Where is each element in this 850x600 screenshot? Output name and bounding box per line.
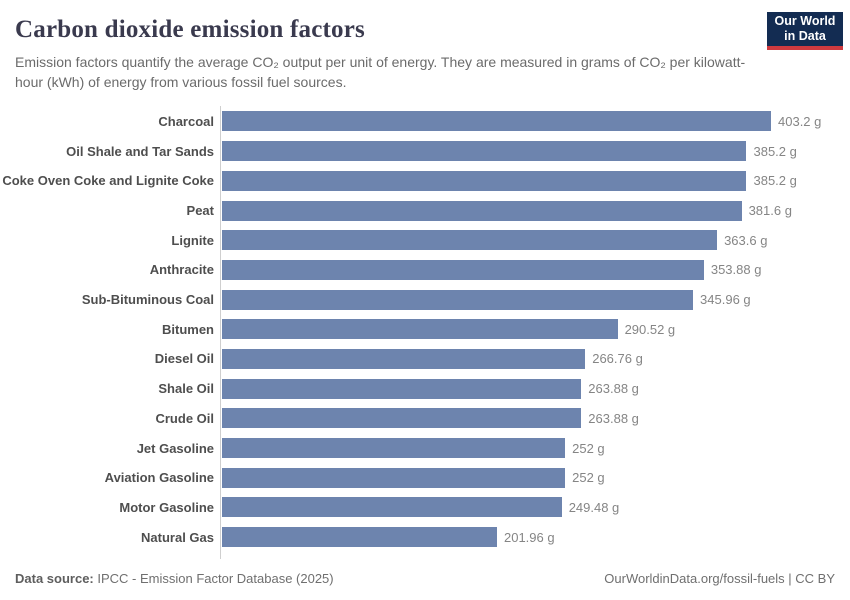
bar-area: 345.96 g [220,289,850,310]
bar-area: 403.2 g [220,111,850,132]
bar[interactable] [222,348,586,369]
category-label: Peat [186,203,214,218]
bar[interactable] [222,259,704,280]
chart-subtitle: Emission factors quantify the average CO… [15,54,746,91]
bar-chart: Charcoal 403.2 g Oil Shale and Tar Sands 38… [0,105,850,559]
value-label: 252 g [572,440,605,456]
bar-area: 201.96 g [220,527,850,548]
license-link[interactable]: OurWorldinData.org/fossil-fuels | CC BY [604,571,835,586]
owid-logo-line2: in Data [784,29,826,43]
value-label: 345.96 g [700,292,751,308]
value-label: 252 g [572,470,605,486]
bar[interactable] [222,438,566,458]
y-axis-line [220,105,221,559]
category-label: Bitumen [162,321,214,337]
bar-area: 263.88 g [220,408,850,429]
bar-area: 385.2 g [220,170,850,191]
bar[interactable] [222,467,566,488]
value-label: 363.6 g [724,232,768,248]
bar-area: 249.48 g [220,497,850,518]
value-label: 385.2 g [753,173,797,189]
chart-footer: Data source: IPCC - Emission Factor Data… [15,571,835,586]
bar[interactable] [222,289,694,310]
bar[interactable] [222,527,497,548]
bar-area: 353.88 g [220,259,850,280]
chart-rows: Charcoal 403.2 g Oil Shale and Tar Sands 38… [0,107,850,552]
category-label: Motor Gasoline [119,499,214,515]
bar[interactable] [222,200,742,221]
category-label: Anthracite [149,262,214,278]
data-source-label: Data source: [15,571,94,586]
value-label: 290.52 g [624,321,676,337]
page-title: Carbon dioxide emission factors [15,16,365,43]
bar-row: Diesel Oil 266.76 g [0,344,850,374]
bar[interactable] [222,497,562,518]
value-label: 263.88 g [588,410,639,426]
bar[interactable] [222,111,771,132]
value-label: 353.88 g [710,262,762,278]
bar[interactable] [222,141,747,162]
bar-row: Natural Gas 201.96 g [0,522,850,552]
bar-area: 381.6 g [220,200,850,221]
value-label: 381.6 g [748,203,792,218]
value-label: 263.88 g [588,381,639,397]
bar-area: 252 g [220,467,850,488]
bar[interactable] [222,378,582,399]
bar-row: Peat 381.6 g [0,196,850,226]
bar-row: Sub-Bituminous Coal 345.96 g [0,285,850,315]
bar-row: Lignite 363.6 g [0,225,850,255]
value-label: 385.2 g [753,143,797,159]
category-label: Aviation Gasoline [104,470,214,486]
bar-area: 363.6 g [220,230,850,251]
bar-row: Charcoal 403.2 g [0,107,850,137]
bar-row: Shale Oil 263.88 g [0,374,850,404]
bar-area: 263.88 g [220,378,850,399]
bar-row: Bitumen 290.52 g [0,314,850,344]
bar[interactable] [222,319,618,340]
bar[interactable] [222,230,718,251]
bar[interactable] [222,170,747,191]
owid-logo[interactable]: Our World in Data [767,12,843,50]
data-source: Data source: IPCC - Emission Factor Data… [15,571,334,586]
bar-row: Coke Oven Coke and Lignite Coke 385.2 g [0,166,850,196]
category-label: Sub-Bituminous Coal [81,292,214,308]
category-label: Shale Oil [158,381,214,397]
bar-row: Motor Gasoline 249.48 g [0,493,850,523]
chart-header: Carbon dioxide emission factors Emission… [0,0,850,93]
owid-logo-line1: Our World [774,14,836,28]
bar[interactable] [222,408,582,429]
category-label: Oil Shale and Tar Sands [66,143,214,159]
category-label: Jet Gasoline [136,440,214,456]
value-label: 266.76 g [592,351,643,367]
bar-row: Jet Gasoline 252 g [0,433,850,463]
bar-area: 252 g [220,438,850,458]
category-label: Natural Gas [141,529,214,545]
value-label: 249.48 g [568,499,620,515]
category-label: Diesel Oil [154,351,214,367]
data-source-text: IPCC - Emission Factor Database (2025) [93,571,334,586]
bar-area: 266.76 g [220,348,850,369]
bar-area: 385.2 g [220,141,850,162]
category-label: Coke Oven Coke and Lignite Coke [2,173,214,189]
category-label: Charcoal [158,113,214,129]
value-label: 201.96 g [503,529,555,545]
category-label: Lignite [171,232,214,248]
bar-area: 290.52 g [220,319,850,340]
bar-row: Oil Shale and Tar Sands 385.2 g [0,136,850,166]
bar-row: Crude Oil 263.88 g [0,403,850,433]
bar-row: Anthracite 353.88 g [0,255,850,285]
category-label: Crude Oil [155,410,214,426]
value-label: 403.2 g [778,113,822,129]
bar-row: Aviation Gasoline 252 g [0,463,850,493]
